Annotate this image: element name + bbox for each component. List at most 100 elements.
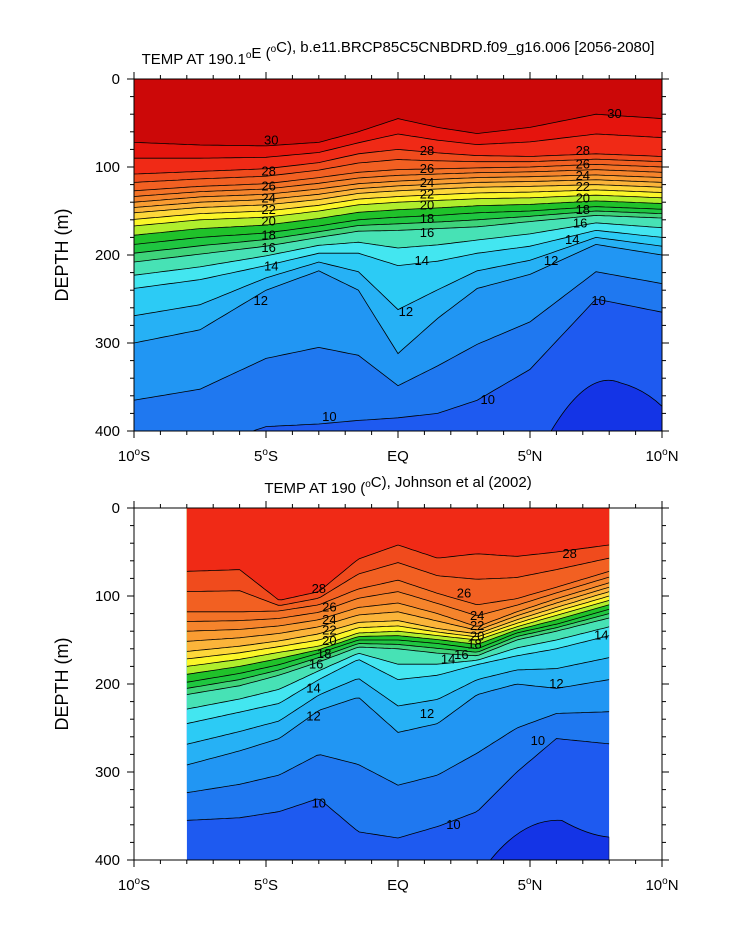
title-text: C), Johnson et al (2002) [371, 474, 532, 491]
contour-label: 30 [264, 133, 278, 148]
isotherm-13 [134, 236, 662, 317]
isotherm-20 [134, 194, 662, 227]
contour-label: 26 [576, 156, 590, 171]
contour-label: 20 [322, 633, 336, 648]
contour-label: 16 [420, 225, 434, 240]
y-tick-label: 400 [95, 423, 120, 440]
degree-sign: o [526, 876, 532, 887]
contour-label: 20 [420, 198, 434, 213]
hemisphere: S [140, 448, 150, 465]
contour-label: 14 [264, 258, 278, 273]
degree-sign: o [271, 44, 277, 55]
contour-label: 20 [261, 214, 275, 229]
degree-sign: o [662, 876, 668, 887]
fill-below-9 [489, 819, 610, 860]
contour-label: 28 [261, 163, 275, 178]
contour-label: 14 [594, 628, 608, 643]
x-tick-number: EQ [387, 877, 409, 894]
contour-label: 16 [454, 647, 468, 662]
title-text: TEMP AT 190 ( [264, 480, 365, 497]
isotherm-20 [186, 600, 610, 667]
x-tick-number: 10 [118, 877, 135, 894]
isotherm-23 [134, 179, 662, 208]
isotherm-10 [186, 738, 610, 839]
x-tick-label: 10oS [118, 447, 150, 465]
contour-label: 30 [607, 106, 621, 121]
contour-label: 12 [399, 304, 413, 319]
x-tick-number: 5 [518, 448, 526, 465]
contour-label: 14 [306, 680, 320, 695]
y-tick-label: 300 [95, 335, 120, 352]
degree-sign: o [135, 447, 141, 458]
x-tick-label: 5oS [254, 447, 278, 465]
contour-label: 16 [261, 240, 275, 255]
contour-label: 22 [322, 622, 336, 637]
contour-label: 20 [576, 191, 590, 206]
y-axis-label: DEPTH (m) [52, 638, 72, 731]
isotherm-28 [134, 148, 662, 175]
isotherm-25 [134, 169, 662, 197]
isotherm-19 [186, 604, 610, 675]
degree-sign: o [662, 447, 668, 458]
x-tick-label: 5oN [518, 876, 543, 894]
contour-label: 18 [467, 636, 481, 651]
isotherm-16 [186, 617, 610, 695]
chart-title: TEMP AT 190.1oE (oC), b.e11.BRCP85C5CNBD… [142, 39, 655, 68]
x-tick-label: 5oN [518, 447, 543, 465]
isotherm-22 [134, 184, 662, 214]
contour-label: 28 [312, 581, 326, 596]
isotherm-29 [134, 133, 662, 159]
degree-sign: o [262, 447, 268, 458]
isotherm-30 [134, 113, 662, 147]
contour-label: 22 [420, 186, 434, 201]
contour-field [134, 79, 662, 431]
contour-label: 20 [470, 628, 484, 643]
contour-label: 24 [261, 191, 275, 206]
degree-sign: o [246, 50, 252, 61]
y-tick-label: 0 [112, 500, 120, 517]
contour-label: 12 [544, 253, 558, 268]
contour-label: 24 [470, 608, 484, 623]
contour-label: 10 [312, 796, 326, 811]
contour-label: 26 [261, 178, 275, 193]
isotherm-24 [134, 174, 662, 203]
degree-sign: o [365, 479, 371, 490]
contour-label: 24 [576, 168, 590, 183]
hemisphere: N [532, 448, 543, 465]
contour-label: 14 [441, 651, 455, 666]
isotherm-23 [186, 586, 610, 642]
fill-above-30 [134, 79, 662, 146]
contour-label: 22 [470, 618, 484, 633]
isotherm-17 [134, 210, 662, 254]
fill-below-9 [550, 379, 662, 431]
degree-sign: o [135, 876, 141, 887]
contour-label: 26 [322, 599, 336, 614]
hemisphere: S [140, 877, 150, 894]
x-tick-number: EQ [387, 448, 409, 465]
title-text: C), b.e11.BRCP85C5CNBDRD.f09_g16.006 [20… [276, 39, 654, 56]
chart-title: TEMP AT 190 (oC), Johnson et al (2002) [264, 474, 531, 497]
hemisphere: N [668, 448, 679, 465]
contour-label: 12 [253, 293, 267, 308]
x-tick-label: 10oN [645, 447, 678, 465]
isotherm-18 [134, 206, 662, 245]
hemisphere: S [268, 877, 278, 894]
hemisphere: N [532, 877, 543, 894]
isotherm-26 [134, 163, 662, 192]
contour-label: 28 [576, 143, 590, 158]
contour-label: 10 [322, 409, 336, 424]
x-tick-number: 10 [118, 448, 135, 465]
x-tick-label: 5oS [254, 876, 278, 894]
contour-label: 10 [531, 733, 545, 748]
isotherm-22 [186, 591, 610, 652]
y-axis-label: DEPTH (m) [52, 209, 72, 302]
contour-label: 18 [261, 228, 275, 243]
contour-label: 16 [309, 657, 323, 672]
isotherm-12 [134, 243, 662, 355]
contour-label: 12 [420, 706, 434, 721]
y-tick-label: 100 [95, 588, 120, 605]
degree-sign: o [526, 447, 532, 458]
